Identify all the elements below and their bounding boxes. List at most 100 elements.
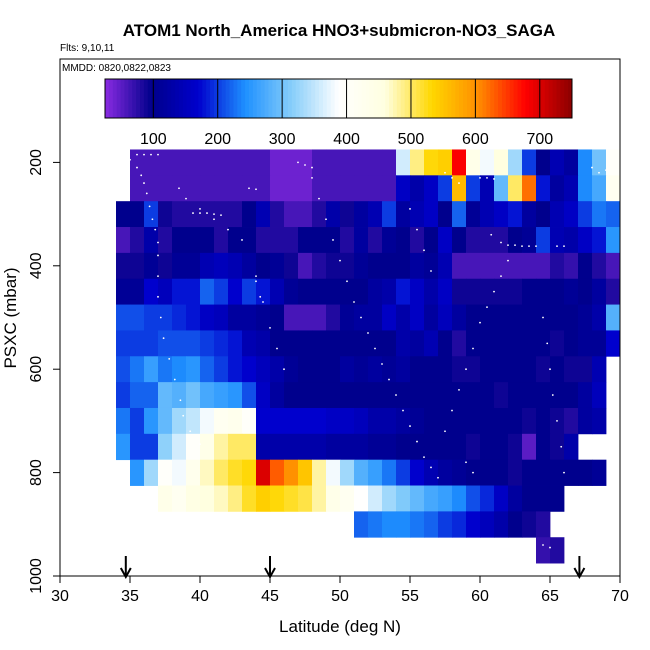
heat-cell-2-33	[578, 201, 593, 228]
heat-cell-6-21	[410, 304, 425, 331]
heat-cell-1-11	[284, 175, 299, 202]
heat-cell-9-24	[452, 382, 467, 409]
heat-cell-11-19	[382, 433, 397, 461]
x-tick-label-6: 60	[471, 588, 489, 605]
track-point-90	[458, 388, 460, 391]
heat-cell-10-8	[228, 407, 243, 435]
heat-cell-12-19	[396, 459, 411, 486]
heat-cell-13-4	[214, 485, 229, 512]
heat-cell-14-6	[438, 511, 453, 538]
heat-cell-7-20	[396, 330, 411, 357]
heat-cell-9-18	[368, 382, 383, 409]
heat-cell-13-23	[480, 485, 495, 512]
track-point-88	[472, 347, 474, 350]
heat-cell-7-16	[340, 330, 355, 357]
heat-cell-5-23	[438, 278, 453, 305]
heat-cell-8-9	[242, 356, 257, 383]
heat-cell-4-10	[256, 252, 271, 280]
heat-cell-10-27	[494, 407, 509, 435]
heat-cell-1-28	[522, 175, 537, 202]
heat-cell-1-13	[312, 175, 327, 202]
track-point-31	[199, 208, 201, 210]
heat-cell-1-20	[410, 175, 425, 202]
heat-cell-12-4	[186, 459, 201, 486]
heat-cell-3-34	[592, 227, 607, 254]
track-point-53	[367, 332, 369, 334]
heat-cell-12-26	[494, 459, 509, 486]
heat-cell-4-19	[382, 252, 397, 280]
heat-cell-2-31	[550, 201, 565, 228]
heat-cell-2-15	[326, 201, 341, 228]
heat-cell-2-6	[200, 201, 215, 228]
heat-cell-1-25	[480, 175, 495, 202]
track-point-85	[493, 290, 495, 293]
track-point-8	[157, 241, 159, 244]
heat-cell-2-25	[466, 201, 481, 228]
heat-cell-11-25	[466, 433, 481, 461]
track-point-106	[598, 171, 600, 174]
colorbar-segment-116	[556, 79, 561, 118]
heat-cell-4-24	[452, 252, 467, 280]
heat-cell-9-13	[298, 382, 313, 409]
heat-cell-1-21	[424, 175, 439, 202]
track-point-21	[143, 153, 145, 156]
y-axis: 200 400 600 800 1000	[28, 149, 60, 594]
heat-cell-3-14	[312, 227, 327, 254]
colorbar-segment-72	[385, 79, 390, 118]
heat-cell-0-29	[536, 149, 551, 176]
track-point-47	[325, 218, 327, 221]
heat-cell-5-34	[592, 278, 607, 305]
colorbar-tick-label-6: 700	[526, 131, 553, 148]
heat-cell-11-7	[214, 433, 229, 461]
track-point-52	[360, 316, 362, 319]
track-point-100	[560, 445, 563, 448]
heat-cell-8-13	[298, 356, 313, 383]
colorbar-segment-91	[459, 79, 464, 118]
heat-cell-0-31	[564, 149, 579, 176]
heat-cell-9-32	[564, 382, 579, 409]
heat-cell-11-10	[256, 433, 271, 461]
heat-cell-12-31	[564, 459, 579, 486]
heat-cell-13-15	[368, 485, 383, 512]
track-point-103	[542, 544, 544, 546]
track-point-19	[199, 443, 201, 446]
heat-cell-4-16	[340, 252, 355, 280]
colorbar-segment-59	[334, 79, 339, 118]
colorbar-segment-112	[540, 79, 546, 118]
heat-cell-8-3	[158, 356, 173, 383]
heat-cell-9-31	[550, 382, 565, 409]
heat-cell-4-27	[494, 252, 509, 280]
heat-cell-2-14	[312, 201, 327, 228]
heat-cell-9-17	[354, 382, 369, 409]
track-point-102	[570, 502, 572, 505]
heat-cell-5-27	[494, 278, 509, 305]
heat-cell-7-11	[270, 330, 285, 357]
heat-cell-3-9	[242, 227, 257, 254]
heat-cell-4-12	[284, 252, 299, 280]
heat-cell-6-34	[592, 304, 607, 331]
heat-cell-3-5	[186, 227, 201, 254]
x-tick-label-5: 55	[401, 588, 419, 605]
heat-cell-1-5	[200, 175, 215, 202]
track-point-13	[162, 337, 165, 340]
heat-cell-2-30	[536, 201, 551, 228]
heat-cell-1-18	[382, 175, 397, 202]
heat-cell-6-24	[452, 304, 467, 331]
heat-cell-0-27	[508, 149, 523, 176]
heat-cell-7-2	[144, 330, 159, 357]
heat-cell-5-21	[410, 278, 425, 305]
y-tick-label-4: 1000	[28, 558, 45, 594]
colorbar-segment-71	[381, 79, 386, 118]
colorbar-tick-label-4: 500	[398, 131, 425, 148]
heat-cell-12-32	[578, 459, 593, 486]
heat-cell-6-5	[186, 304, 201, 331]
colorbar-segment-63	[350, 79, 355, 118]
heat-cell-4-3	[158, 252, 173, 280]
heat-cell-6-29	[522, 304, 537, 331]
heat-cell-12-0	[130, 459, 145, 486]
heat-cell-9-28	[508, 382, 523, 409]
heat-cell-8-14	[312, 356, 327, 383]
heat-cell-7-10	[256, 330, 271, 357]
heat-cell-6-8	[228, 304, 243, 331]
track-point-97	[549, 368, 551, 371]
